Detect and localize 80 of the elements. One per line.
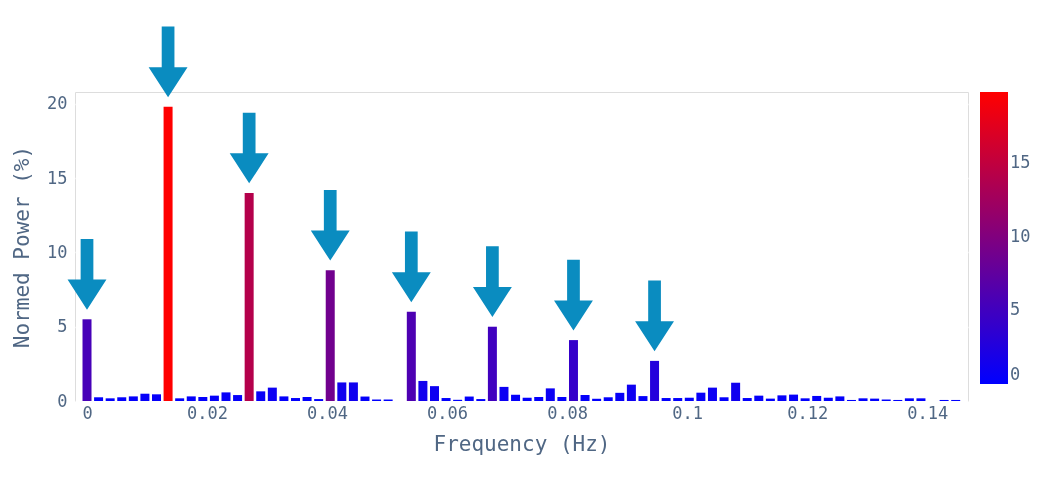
x-tick-label: 0.12: [787, 402, 829, 423]
bar: [128, 396, 138, 401]
bar: [267, 387, 277, 401]
x-tick-label: 0.02: [187, 402, 229, 423]
bar: [522, 397, 532, 401]
bar: [777, 395, 787, 401]
bar: [499, 386, 509, 401]
bar: [638, 396, 648, 401]
x-tick-label: 0.08: [547, 402, 589, 423]
bar: [742, 398, 752, 401]
bar: [186, 396, 196, 401]
bar: [209, 395, 219, 401]
bar: [348, 382, 358, 401]
bar: [615, 392, 625, 401]
y-axis-title: Normed Power (%): [10, 145, 35, 349]
bar: [418, 380, 428, 401]
bar: [221, 392, 231, 401]
bar: [731, 382, 741, 401]
bar: [823, 397, 833, 401]
color-bar-label: 5: [1010, 299, 1021, 320]
bar: [464, 396, 474, 401]
bar: [568, 340, 578, 401]
bar: [592, 398, 602, 401]
bar: [719, 397, 729, 401]
bar: [279, 396, 289, 401]
bar: [117, 397, 127, 401]
bar: [441, 398, 451, 401]
bar: [545, 388, 555, 401]
bar: [105, 398, 115, 401]
y-tick-label: 5: [57, 316, 68, 337]
x-tick-label: 0.06: [427, 402, 469, 423]
bar: [244, 193, 254, 401]
bar: [511, 394, 521, 401]
bar: [916, 398, 926, 401]
x-tick-label: 0.1: [672, 402, 703, 423]
y-tick-label: 20: [47, 93, 68, 114]
bar: [198, 396, 208, 401]
bar: [696, 392, 706, 401]
bar: [337, 382, 347, 401]
color-bar-label: 10: [1010, 225, 1031, 246]
bar: [684, 397, 694, 401]
x-tick-label: 0.14: [907, 402, 949, 423]
bar: [603, 397, 613, 401]
bar: [661, 398, 671, 401]
bar: [94, 397, 104, 401]
bar: [406, 311, 416, 401]
bar: [812, 395, 822, 401]
bar: [360, 396, 370, 401]
bar: [256, 391, 266, 401]
bar: [557, 396, 567, 401]
bar: [175, 398, 185, 401]
bar: [835, 396, 845, 401]
bar: [650, 360, 660, 401]
y-tick-label: 10: [47, 241, 68, 262]
bar: [800, 398, 810, 401]
color-bar-label: 15: [1010, 151, 1031, 172]
bar: [487, 326, 497, 401]
x-axis-title: Frequency (Hz): [433, 431, 611, 456]
bar: [290, 398, 300, 401]
bar: [429, 386, 439, 401]
color-bar-label: 0: [1010, 364, 1021, 384]
bar: [82, 319, 92, 401]
bar: [580, 395, 590, 401]
x-tick-label: 0: [82, 402, 93, 423]
bar: [626, 384, 636, 401]
bar: [325, 270, 335, 401]
bar: [140, 393, 150, 401]
bar: [302, 396, 312, 401]
bar: [673, 398, 683, 401]
x-tick-label: 0.04: [307, 402, 349, 423]
bar: [904, 398, 914, 401]
bar: [534, 396, 544, 401]
bar: [707, 387, 717, 401]
y-tick-label: 15: [47, 167, 68, 188]
bar: [163, 106, 173, 401]
bar: [152, 394, 161, 401]
bar: [233, 395, 243, 401]
bar: [754, 395, 764, 401]
bar: [789, 394, 799, 401]
bar: [858, 398, 868, 401]
